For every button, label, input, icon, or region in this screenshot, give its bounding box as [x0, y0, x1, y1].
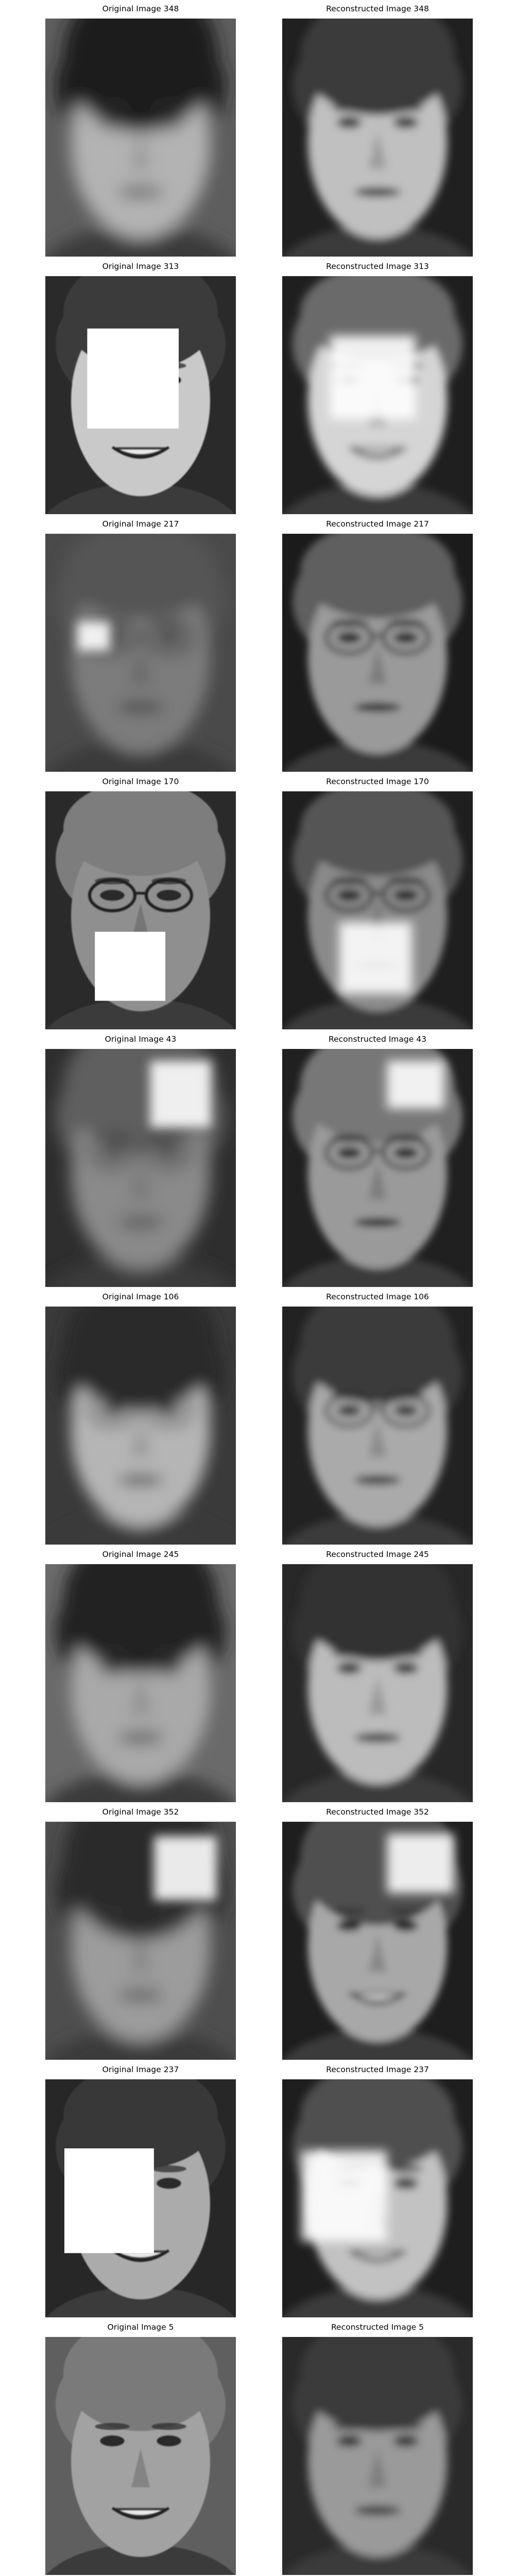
- comparison-row: Original Image 313 Reconstructed Image 31…: [0, 258, 515, 515]
- reconstructed-face-image: [282, 2079, 473, 2317]
- reconstructed-image-title: Reconstructed Image 237: [326, 2065, 429, 2074]
- reconstructed-occlusion-patch: [387, 1834, 454, 1893]
- original-occlusion-patch: [153, 1836, 217, 1901]
- original-panel: Original Image 43: [45, 1030, 236, 1288]
- reconstructed-face-image: [282, 1564, 473, 1802]
- reconstructed-face-image: [282, 276, 473, 514]
- reconstructed-face-image: [282, 1049, 473, 1287]
- reconstructed-face: [283, 1564, 472, 1802]
- original-face: [46, 1307, 235, 1545]
- reconstructed-face-image: [282, 19, 473, 257]
- original-image-title: Original Image 352: [102, 1807, 179, 1817]
- comparison-row: Original Image 106 Reconstructed Image 10…: [0, 1288, 515, 1546]
- reconstructed-face: [283, 534, 472, 772]
- original-panel: Original Image 170: [45, 773, 236, 1030]
- comparison-row: Original Image 170 Reconstructed Image 17…: [0, 773, 515, 1030]
- comparison-row: Original Image 5 Reconstructed Image 5: [0, 2318, 515, 2576]
- reconstructed-face: [283, 2337, 472, 2575]
- original-panel: Original Image 348: [45, 0, 236, 258]
- original-panel: Original Image 313: [45, 258, 236, 515]
- reconstructed-occlusion-patch: [301, 2150, 387, 2242]
- original-occlusion-patch: [77, 621, 110, 651]
- reconstructed-panel: Reconstructed Image 313: [282, 258, 473, 515]
- reconstructed-panel: Reconstructed Image 352: [282, 1803, 473, 2061]
- original-face: [46, 1049, 235, 1287]
- original-occlusion-patch: [64, 2148, 154, 2253]
- original-image-title: Original Image 5: [107, 2323, 174, 2332]
- original-face-image: [45, 1822, 236, 2060]
- reconstructed-image-title: Reconstructed Image 106: [326, 1292, 429, 1301]
- reconstructed-panel: Reconstructed Image 237: [282, 2061, 473, 2318]
- reconstructed-image-title: Reconstructed Image 245: [326, 1550, 429, 1559]
- reconstructed-face-image: [282, 1822, 473, 2060]
- reconstructed-image-title: Reconstructed Image 170: [326, 777, 429, 786]
- original-face-image: [45, 276, 236, 514]
- reconstructed-image-title: Reconstructed Image 348: [326, 4, 429, 13]
- reconstructed-panel: Reconstructed Image 5: [282, 2318, 473, 2576]
- reconstructed-face-image: [282, 1307, 473, 1545]
- comparison-row: Original Image 352 Reconstructed Image 35…: [0, 1803, 515, 2061]
- original-face-image: [45, 2337, 236, 2575]
- original-face: [46, 19, 235, 257]
- reconstructed-face-image: [282, 534, 473, 772]
- original-occlusion-patch: [150, 1061, 211, 1128]
- original-face: [46, 1564, 235, 1802]
- reconstructed-face: [283, 791, 472, 1029]
- original-face-image: [45, 2079, 236, 2317]
- reconstructed-panel: Reconstructed Image 245: [282, 1546, 473, 1803]
- original-panel: Original Image 5: [45, 2318, 236, 2576]
- original-face: [46, 2337, 235, 2575]
- original-image-title: Original Image 43: [105, 1035, 177, 1044]
- original-face-image: [45, 1564, 236, 1802]
- reconstructed-face: [283, 1307, 472, 1545]
- original-occlusion-patch: [87, 328, 179, 429]
- comparison-row: Original Image 245 Reconstructed Image 24…: [0, 1546, 515, 1803]
- comparison-row: Original Image 348 Reconstructed Image 34…: [0, 0, 515, 258]
- comparison-row: Original Image 237 Reconstructed Image 23…: [0, 2061, 515, 2318]
- original-image-title: Original Image 217: [102, 519, 179, 529]
- reconstructed-image-title: Reconstructed Image 352: [326, 1807, 429, 1817]
- original-face-image: [45, 1307, 236, 1545]
- reconstructed-panel: Reconstructed Image 217: [282, 515, 473, 773]
- reconstructed-panel: Reconstructed Image 43: [282, 1030, 473, 1288]
- original-panel: Original Image 106: [45, 1288, 236, 1546]
- original-panel: Original Image 237: [45, 2061, 236, 2318]
- reconstructed-panel: Reconstructed Image 348: [282, 0, 473, 258]
- reconstructed-face: [283, 19, 472, 257]
- original-image-title: Original Image 170: [102, 777, 179, 786]
- reconstructed-face-image: [282, 2337, 473, 2575]
- reconstructed-image-title: Reconstructed Image 43: [329, 1035, 426, 1044]
- original-face-image: [45, 19, 236, 257]
- reconstructed-image-title: Reconstructed Image 5: [331, 2323, 424, 2332]
- original-face-image: [45, 791, 236, 1029]
- original-image-title: Original Image 313: [102, 262, 179, 271]
- original-image-title: Original Image 106: [102, 1292, 179, 1301]
- comparison-row: Original Image 217 Reconstructed Image 21…: [0, 515, 515, 773]
- reconstructed-image-title: Reconstructed Image 217: [326, 519, 429, 529]
- original-panel: Original Image 217: [45, 515, 236, 773]
- comparison-row: Original Image 43 Reconstructed Image 43: [0, 1030, 515, 1288]
- reconstructed-panel: Reconstructed Image 106: [282, 1288, 473, 1546]
- reconstructed-panel: Reconstructed Image 170: [282, 773, 473, 1030]
- original-occlusion-patch: [95, 931, 166, 1001]
- original-panel: Original Image 352: [45, 1803, 236, 2061]
- reconstructed-occlusion-patch: [339, 922, 412, 994]
- reconstructed-image-title: Reconstructed Image 313: [326, 262, 429, 271]
- original-image-title: Original Image 348: [102, 4, 179, 13]
- reconstructed-face-image: [282, 791, 473, 1029]
- original-panel: Original Image 245: [45, 1546, 236, 1803]
- reconstructed-occlusion-patch: [387, 1061, 444, 1109]
- reconstructed-occlusion-patch: [330, 335, 416, 419]
- original-face-image: [45, 1049, 236, 1287]
- original-image-title: Original Image 237: [102, 2065, 179, 2074]
- original-face-image: [45, 534, 236, 772]
- original-image-title: Original Image 245: [102, 1550, 179, 1559]
